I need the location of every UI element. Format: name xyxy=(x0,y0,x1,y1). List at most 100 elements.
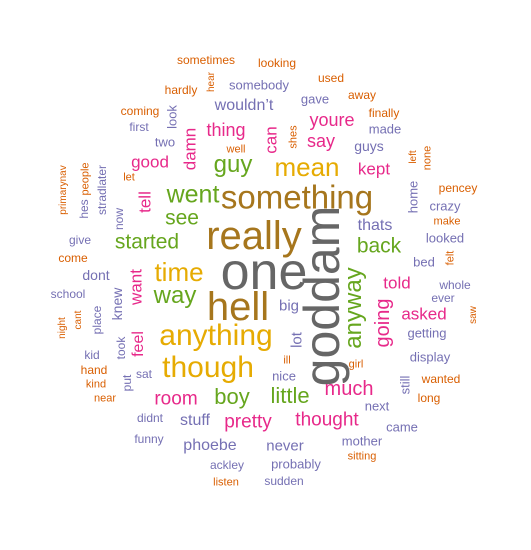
word-wanted: wanted xyxy=(421,372,461,386)
word-thats: thats xyxy=(357,217,393,234)
word-put: put xyxy=(120,374,134,392)
word-see: see xyxy=(165,206,199,230)
word-felt: felt xyxy=(444,250,457,266)
word-can: can xyxy=(261,126,281,154)
word-probably: probably xyxy=(271,456,321,472)
word-stuff: stuff xyxy=(180,412,210,429)
word-crazy: crazy xyxy=(429,198,461,214)
word-shes: shes xyxy=(287,125,300,149)
word-coming: coming xyxy=(120,104,160,118)
word-pencey: pencey xyxy=(438,181,478,195)
word-told: told xyxy=(383,273,411,293)
word-mean: mean xyxy=(274,152,340,182)
word-hell: hell xyxy=(206,285,270,329)
word-anyway: anyway xyxy=(340,267,367,349)
word-next: next xyxy=(364,398,390,414)
word-really: really xyxy=(206,214,302,258)
word-ever: ever xyxy=(431,291,455,305)
word-tell: tell xyxy=(135,191,155,213)
word-never: never xyxy=(266,437,304,455)
word-away: away xyxy=(347,88,377,102)
word-night: night xyxy=(57,317,68,339)
word-left: left xyxy=(408,150,419,164)
word-came: came xyxy=(386,419,418,435)
word-damn: damn xyxy=(180,127,200,171)
word-mother: mother xyxy=(341,433,383,449)
word-big: big xyxy=(278,297,300,315)
word-guys: guys xyxy=(354,138,384,154)
word-home: home xyxy=(405,180,421,214)
word-made: made xyxy=(368,121,402,137)
word-anything: anything xyxy=(159,319,273,352)
word-sitting: sitting xyxy=(347,450,377,463)
word-took: took xyxy=(114,336,128,360)
word-girl: girl xyxy=(348,358,364,371)
word-bed: bed xyxy=(413,254,435,270)
word-kid: kid xyxy=(84,348,100,362)
word-now: now xyxy=(112,207,126,231)
word-little: little xyxy=(270,383,310,408)
word-youre: youre xyxy=(309,110,355,130)
word-none: none xyxy=(421,145,434,171)
word-let: let xyxy=(123,171,135,184)
word-boy: boy xyxy=(214,384,250,409)
word-display: display xyxy=(409,349,451,365)
word-way: way xyxy=(153,282,197,309)
word-sat: sat xyxy=(135,367,153,381)
word-knew: knew xyxy=(109,287,125,321)
word-gave: gave xyxy=(300,91,330,107)
word-going: going xyxy=(372,298,394,348)
word-primarynav: primarynav xyxy=(58,165,69,215)
word-phoebe: phoebe xyxy=(183,437,237,454)
word-room: room xyxy=(154,388,198,410)
word-listen: listen xyxy=(213,476,239,489)
word-say: say xyxy=(306,131,336,151)
word-thing: thing xyxy=(206,120,246,140)
word-thought: thought xyxy=(295,409,359,431)
word-getting: getting xyxy=(407,325,447,341)
word-look: look xyxy=(164,105,180,129)
word-though: though xyxy=(162,351,254,384)
word-still: still xyxy=(397,375,413,395)
word-stradlater: stradlater xyxy=(95,164,109,216)
word-feel: feel xyxy=(130,331,147,357)
word-whole: whole xyxy=(439,278,471,292)
word-one: one xyxy=(220,243,308,301)
word-something: something xyxy=(220,178,374,216)
word-school: school xyxy=(50,287,86,301)
word-hardly: hardly xyxy=(164,83,198,97)
word-didnt: didnt xyxy=(136,411,164,425)
word-looked: looked xyxy=(425,230,465,246)
word-sudden: sudden xyxy=(264,474,304,488)
word-two: two xyxy=(154,134,176,150)
word-asked: asked xyxy=(401,304,447,324)
word-make: make xyxy=(433,215,461,228)
word-saw: saw xyxy=(468,306,479,324)
word-lot: lot xyxy=(288,332,306,348)
word-went: went xyxy=(166,180,220,209)
word-want: want xyxy=(126,269,146,305)
word-well: well xyxy=(226,143,246,156)
word-give: give xyxy=(68,233,92,247)
word-pretty: pretty xyxy=(224,411,272,433)
word-sometimes: sometimes xyxy=(176,53,236,67)
word-hand: hand xyxy=(80,363,108,377)
word-hear: hear xyxy=(206,71,217,93)
word-much: much xyxy=(324,378,374,400)
word-time: time xyxy=(154,257,204,287)
word-back: back xyxy=(356,234,402,258)
word-ackley: ackley xyxy=(209,458,245,472)
word-used: used xyxy=(317,71,345,85)
word-dont: dont xyxy=(82,267,110,283)
word-nice: nice xyxy=(272,368,296,384)
word-wouldnt: wouldn’t xyxy=(214,97,274,114)
word-somebody: somebody xyxy=(229,77,289,93)
word-funny: funny xyxy=(134,432,164,446)
word-ill: ill xyxy=(283,354,291,367)
word-guy: guy xyxy=(213,151,253,178)
word-kind: kind xyxy=(85,378,107,391)
word-started: started xyxy=(114,230,180,254)
word-come: come xyxy=(58,251,88,265)
word-place: place xyxy=(90,305,104,335)
